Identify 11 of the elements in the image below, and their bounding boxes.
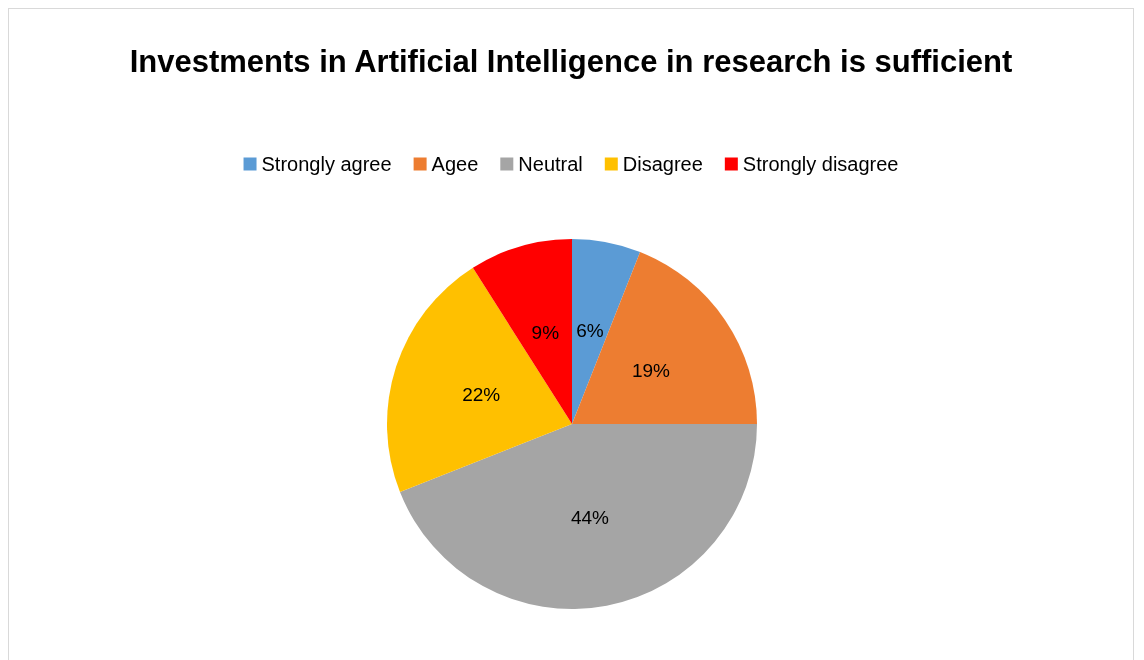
legend-label: Strongly agree bbox=[261, 153, 392, 175]
legend-label: Neutral bbox=[518, 153, 583, 175]
legend-label: Disagree bbox=[622, 153, 703, 175]
data-label: 22% bbox=[462, 383, 501, 405]
chart-title: Investments in Artificial Intelligence in research is sufficient bbox=[129, 43, 1013, 79]
data-label: 19% bbox=[631, 359, 671, 381]
legend-label: Agee bbox=[431, 153, 479, 175]
data-label: 6% bbox=[576, 319, 604, 341]
data-label: 44% bbox=[570, 507, 610, 529]
legend-label: Strongly disagree bbox=[742, 153, 899, 175]
data-label: 9% bbox=[531, 321, 560, 343]
